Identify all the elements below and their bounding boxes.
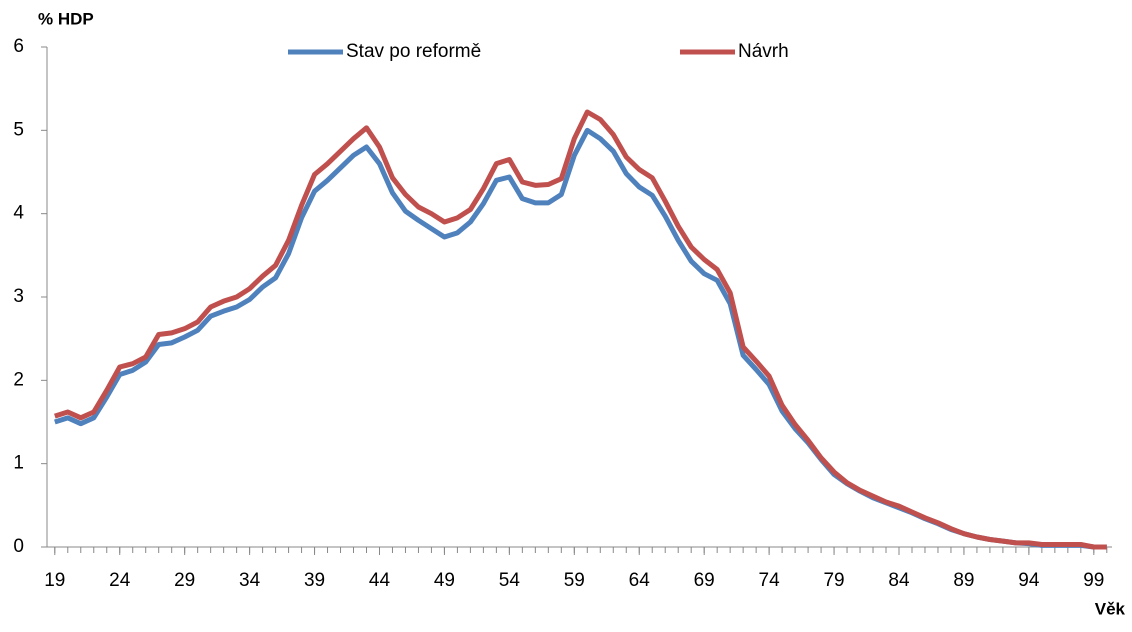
- x-tick-label: 74: [759, 570, 781, 591]
- x-tick-label: 84: [888, 570, 910, 591]
- x-tick-label: 19: [44, 570, 65, 591]
- y-tick-label: 3: [13, 286, 24, 307]
- x-tick-label: 44: [369, 570, 391, 591]
- y-tick-label: 6: [13, 36, 24, 57]
- y-tick-label: 2: [13, 369, 24, 390]
- x-tick-label: 94: [1018, 570, 1040, 591]
- x-tick-label: 89: [953, 570, 974, 591]
- y-axis-title: % HDP: [38, 9, 94, 28]
- y-tick-label: 0: [13, 536, 24, 557]
- legend-label: Návrh: [738, 41, 789, 62]
- x-tick-label: 39: [304, 570, 325, 591]
- x-tick-label: 24: [109, 570, 131, 591]
- line-series: [54, 127, 1107, 550]
- x-tick-label: 34: [239, 570, 261, 591]
- line-series: [54, 109, 1107, 550]
- x-tick-label: 69: [694, 570, 715, 591]
- y-tick-label: 5: [13, 119, 24, 140]
- x-tick-label: 29: [174, 570, 195, 591]
- x-tick-label: 79: [823, 570, 844, 591]
- x-axis-title: Věk: [1095, 599, 1126, 618]
- x-tick-label: 54: [499, 570, 521, 591]
- x-tick-label: 64: [629, 570, 651, 591]
- y-tick-label: 1: [13, 453, 24, 474]
- x-tick-label: 49: [434, 570, 455, 591]
- legend-label: Stav po reformě: [346, 41, 481, 62]
- x-tick-label: 99: [1083, 570, 1104, 591]
- y-tick-label: 4: [13, 203, 24, 224]
- x-tick-label: 59: [564, 570, 585, 591]
